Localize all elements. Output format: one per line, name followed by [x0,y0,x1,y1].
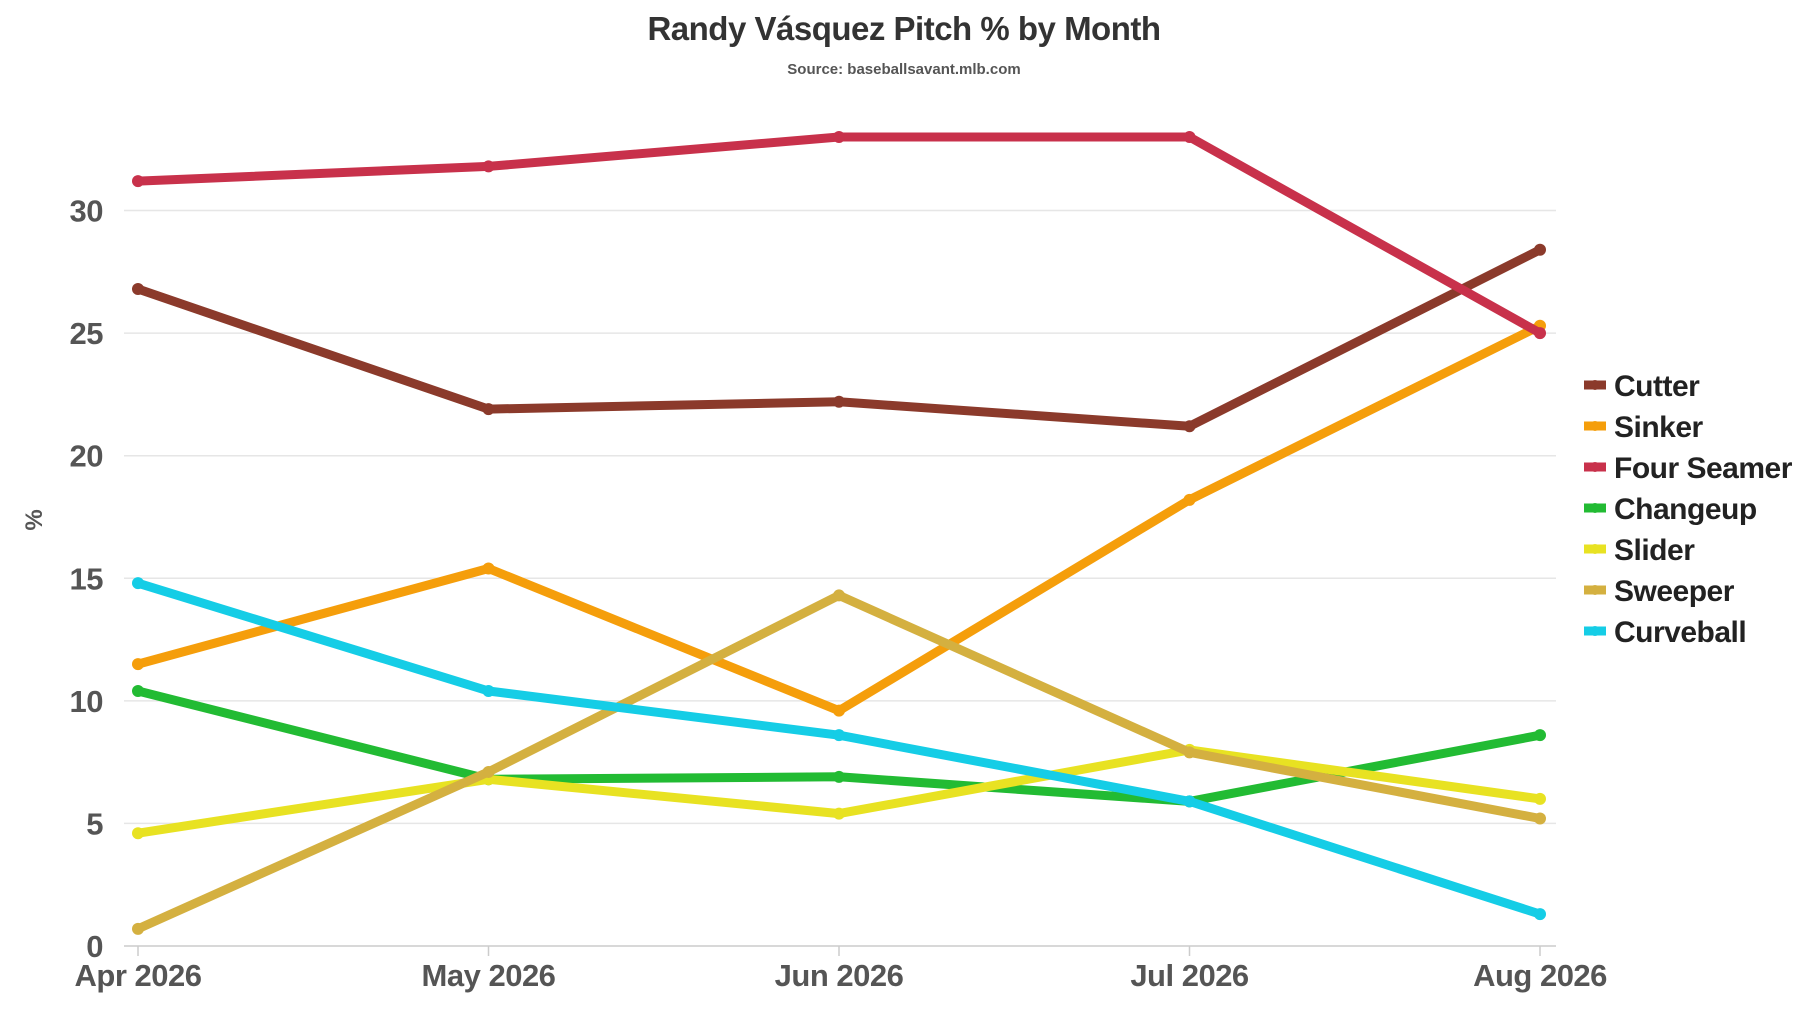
data-point-curveball [1183,795,1196,808]
data-point-four-seamer [1534,327,1546,340]
series-four-seamer [132,131,1546,340]
data-point-sweeper [1183,746,1196,759]
data-point-four-seamer [1183,131,1196,143]
grid-lines [124,209,1556,825]
legend-label: Slider [1614,534,1695,567]
series-line-four-seamer [133,132,1545,338]
series-line-sinker [133,321,1545,716]
data-point-sinker [1183,493,1196,506]
y-tick-label: 0 [86,929,103,964]
data-point-sweeper [833,589,845,602]
data-point-cutter [132,282,144,295]
data-point-slider [132,827,144,840]
data-point-cutter [482,403,495,416]
axes: 0 5 10 15 20 25 30 Apr 2026 May 2026 Jun 2026 Jul … [70,194,1608,993]
series-cutter [132,243,1546,433]
chart-title: Randy Vásquez Pitch % by Month [647,10,1160,47]
data-point-curveball [482,685,495,698]
series-line-curveball [133,578,1545,919]
data-point-sweeper [132,922,144,935]
series-sweeper [132,589,1546,935]
data-point-cutter [833,395,845,408]
legend-marker [1590,421,1600,431]
series-lines [132,131,1546,935]
legend-marker [1590,585,1600,595]
legend-item-slider[interactable]: Slider [1584,534,1696,567]
legend-item-changeup[interactable]: Changeup [1584,493,1757,526]
data-point-slider [1534,792,1546,805]
y-tick-label: 15 [70,561,104,596]
y-tick-label: 10 [70,684,103,719]
x-tick-label: Jun 2026 [775,958,904,993]
legend-label: Sweeper [1614,575,1735,608]
data-point-cutter [1534,243,1546,256]
data-point-sinker [482,562,495,575]
data-point-four-seamer [482,160,495,173]
legend-label: Sinker [1614,411,1704,444]
series-curveball [132,577,1546,921]
chart-subtitle: Source: baseballsavant.mlb.com [787,61,1020,78]
legend-label: Four Seamer [1614,452,1793,485]
data-point-curveball [132,577,144,590]
legend-marker [1590,380,1600,390]
legend-label: Curveball [1614,616,1746,649]
legend: Cutter Sinker Four Seamer Changeup Slider Swe… [1584,370,1793,649]
series-sinker [132,319,1546,717]
data-point-changeup [132,685,144,698]
legend-item-sweeper[interactable]: Sweeper [1584,575,1735,608]
data-point-sweeper [1534,812,1546,825]
legend-marker [1590,462,1600,472]
legend-marker [1590,626,1600,636]
legend-marker [1590,503,1600,513]
y-tick-label: 20 [70,439,103,474]
y-tick-label: 25 [70,316,104,351]
y-tick-label: 30 [70,194,103,229]
legend-item-four-seamer[interactable]: Four Seamer [1584,452,1793,485]
data-point-sweeper [482,765,495,778]
legend-marker [1590,544,1600,554]
data-point-cutter [1183,420,1196,433]
x-tick-label: Apr 2026 [75,958,202,993]
x-tick-label: Jul 2026 [1130,958,1249,993]
data-point-changeup [833,770,845,783]
legend-label: Changeup [1614,493,1757,526]
legend-item-curveball[interactable]: Curveball [1584,616,1747,649]
legend-item-sinker[interactable]: Sinker [1584,411,1704,444]
x-tick-label: May 2026 [422,958,556,993]
series-slider [132,743,1546,840]
series-line-slider [133,745,1545,838]
y-axis-label: % [21,509,48,530]
data-point-changeup [1534,729,1546,742]
data-point-curveball [1534,908,1546,921]
series-changeup [132,685,1546,808]
data-point-curveball [833,729,845,742]
data-point-sinker [132,658,144,671]
data-point-slider [833,807,845,820]
legend-label: Cutter [1614,370,1700,403]
data-point-sinker [833,704,845,717]
x-tick-label: Aug 2026 [1473,958,1607,993]
legend-item-cutter[interactable]: Cutter [1584,370,1701,403]
y-tick-label: 5 [86,806,103,841]
data-point-four-seamer [132,175,144,188]
data-point-four-seamer [833,131,845,143]
